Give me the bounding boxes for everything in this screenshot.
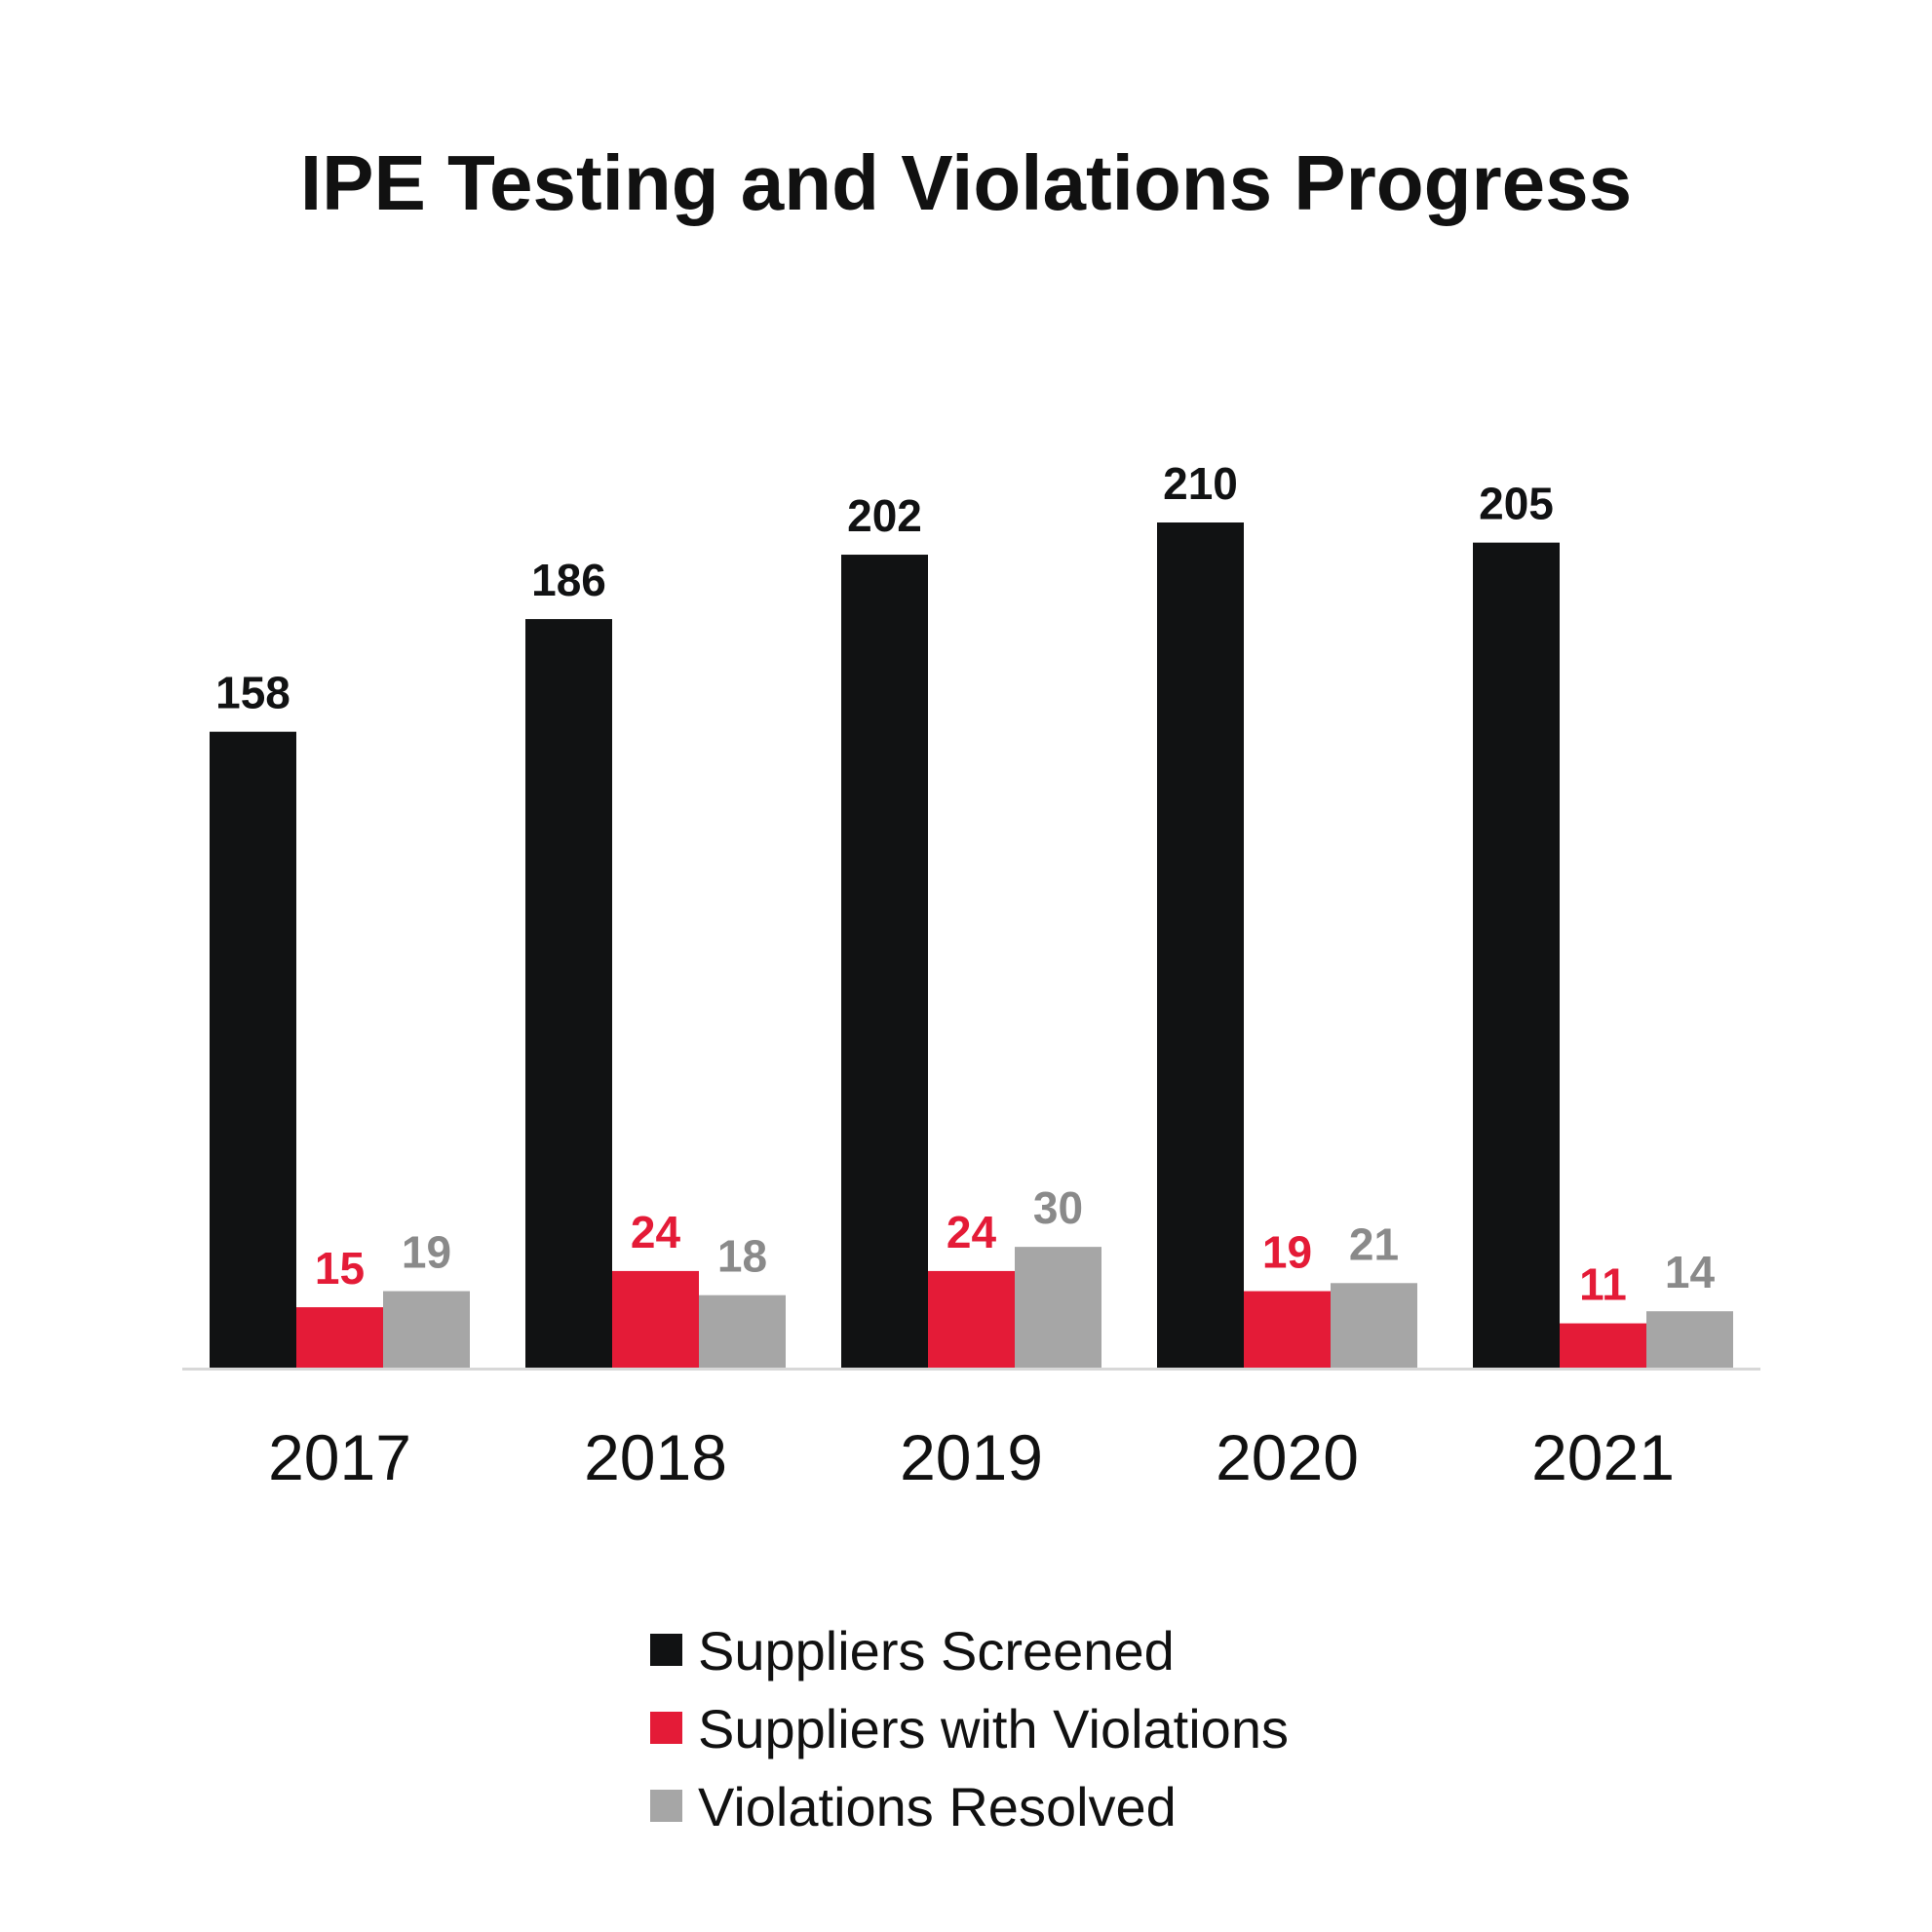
bar-2021-series-2	[1646, 1311, 1733, 1368]
bars-layer	[210, 522, 1733, 1368]
legend-swatch-series-2	[650, 1790, 682, 1822]
chart-title: IPE Testing and Violations Progress	[300, 139, 1632, 226]
bar-2020-series-2	[1331, 1283, 1417, 1368]
bar-2020-series-1	[1244, 1291, 1331, 1368]
bar-2019-series-1	[928, 1270, 1015, 1368]
value-label-2021-series-1: 11	[1579, 1259, 1627, 1310]
x-tick-2021: 2021	[1531, 1421, 1675, 1493]
bar-2019-series-0	[841, 555, 928, 1368]
bar-2021-series-0	[1473, 542, 1560, 1368]
value-label-2019-series-2: 30	[1033, 1182, 1083, 1233]
bar-2020-series-0	[1157, 522, 1244, 1368]
legend-swatch-series-1	[650, 1712, 682, 1744]
value-label-2017-series-1: 15	[315, 1243, 365, 1294]
value-label-2018-series-0: 186	[531, 555, 606, 605]
bar-2017-series-1	[296, 1307, 383, 1368]
value-label-2021-series-0: 205	[1479, 479, 1554, 529]
x-tick-2018: 2018	[584, 1421, 727, 1493]
bar-2021-series-1	[1560, 1323, 1646, 1368]
x-axis-ticks: 2017 2018 2019 2020 2021	[268, 1421, 1675, 1493]
legend-label-series-2: Violations Resolved	[698, 1776, 1177, 1837]
legend-swatch-series-0	[650, 1634, 682, 1666]
legend: Suppliers Screened Suppliers with Violati…	[650, 1620, 1289, 1837]
bar-2018-series-0	[525, 619, 612, 1368]
value-label-2019-series-1: 24	[947, 1207, 997, 1257]
value-label-2017-series-0: 158	[215, 668, 290, 718]
legend-label-series-1: Suppliers with Violations	[698, 1698, 1289, 1759]
value-label-2020-series-2: 21	[1349, 1218, 1399, 1269]
bar-2019-series-2	[1015, 1247, 1101, 1368]
value-label-2020-series-0: 210	[1163, 458, 1238, 509]
x-tick-2020: 2020	[1216, 1421, 1359, 1493]
value-label-2017-series-2: 19	[402, 1227, 451, 1278]
bar-2017-series-0	[210, 731, 296, 1368]
value-label-2021-series-2: 14	[1665, 1247, 1716, 1297]
bar-2017-series-2	[383, 1291, 470, 1368]
value-label-2018-series-2: 18	[717, 1231, 767, 1282]
x-tick-2017: 2017	[268, 1421, 411, 1493]
legend-label-series-0: Suppliers Screened	[698, 1620, 1175, 1681]
x-tick-2019: 2019	[900, 1421, 1043, 1493]
value-label-2018-series-1: 24	[631, 1207, 681, 1257]
value-label-2019-series-0: 202	[847, 490, 922, 541]
bar-2018-series-2	[699, 1294, 786, 1368]
value-label-2020-series-1: 19	[1262, 1227, 1312, 1278]
value-labels: 158 15 19 186 24 18 202 24 30 210 19 21 205 11 14	[215, 458, 1715, 1310]
bar-2018-series-1	[612, 1270, 699, 1368]
